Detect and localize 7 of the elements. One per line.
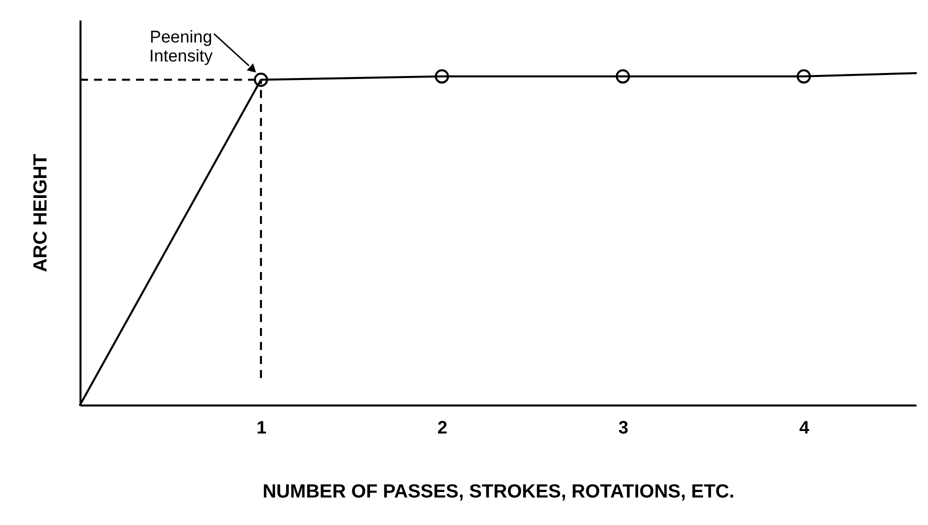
x-tick-label: 4	[799, 418, 810, 438]
x-tick-label: 1	[256, 418, 266, 438]
x-tick-label: 3	[618, 418, 628, 438]
y-axis-title: ARC HEIGHT	[30, 154, 52, 272]
annotation: Peening Intensity	[149, 28, 214, 66]
x-tick-label: 2	[437, 418, 448, 438]
x-axis-title: NUMBER OF PASSES, STROKES, ROTATIONS, ETC.	[262, 482, 734, 502]
